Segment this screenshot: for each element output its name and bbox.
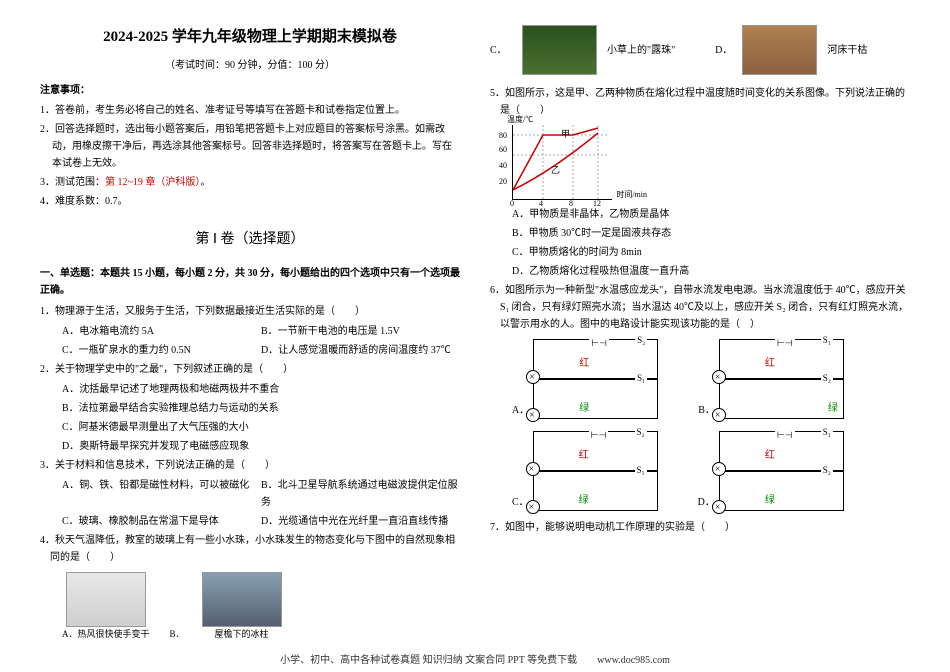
q1-opt-b: B．一节新干电池的电压是 1.5V (261, 323, 460, 340)
left-column: 2024-2025 学年九年级物理上学期期末模拟卷 （考试时间：90 分钟，分值… (40, 25, 460, 620)
q3-opt-b: B．北斗卫星导航系统通过电磁波提供定位服务 (261, 477, 460, 511)
q2-opt-a: A．沈括最早记述了地理两极和地磁两极并不重合 (40, 381, 460, 398)
q4-opt-a: A．热风很快使手变干 (62, 572, 150, 642)
exam-subtitle: （考试时间：90 分钟，分值：100 分） (40, 57, 460, 74)
dry-riverbed-image (742, 25, 817, 75)
part-1-header: 一、单选题：本题共 15 小题，每小题 2 分，共 30 分，每小题给出的四个选… (40, 265, 460, 299)
hand-dryer-image (66, 572, 146, 627)
q2-opt-d: D．奥斯特最早探究并发现了电磁感应现象 (40, 438, 460, 455)
q5-opt-d: D．乙物质熔化过程吸热但温度一直升高 (490, 263, 910, 280)
q6-stem: 6．如图所示为一种新型"水温感应龙头"，自带水流发电电源。当水流温度低于 40℃… (490, 282, 910, 333)
q1-stem: 1．物理源于生活，又服务于生活，下列数据最接近生活实际的是（ ） (40, 303, 460, 320)
circuit-b: ⊢⊣ S₁ S₂ 红 绿 (719, 339, 844, 419)
q7-stem: 7．如图中，能够说明电动机工作原理的实验是（ ） (490, 519, 910, 536)
notice-item: 2．回答选择题时，选出每小题答案后，用铅笔把答题卡上对应题目的答案标号涂黑。如需… (40, 121, 460, 172)
right-column: C． 小草上的"露珠" D． 河床干枯 5．如图所示，这是甲、乙两种物质在熔化过… (490, 25, 910, 620)
q1-opt-a: A．电冰箱电流约 5A (62, 323, 261, 340)
circuit-a: ⊢⊣ S₂ S₁ 红 绿 (533, 339, 658, 419)
q5-stem: 5．如图所示，这是甲、乙两种物质在熔化过程中温度随时间变化的关系图像。下列说法正… (490, 85, 910, 119)
q3-opt-a: A．铜、铁、铅都是磁性材料，可以被磁化 (62, 477, 261, 511)
scope-highlight: 第 12~19 章（沪科版） (105, 177, 200, 188)
notice-item: 4．难度系数：0.7。 (40, 193, 460, 210)
q1-opt-d: D．让人感觉温暖而舒适的房间温度约 37℃ (261, 342, 460, 359)
circuit-options: A． ⊢⊣ S₂ S₁ 红 绿 B． ⊢⊣ S₁ S₂ (490, 339, 910, 511)
q4-opt-c-cap: 小草上的"露珠" (607, 42, 675, 59)
notice-item: 3．测试范围：第 12~19 章（沪科版）。 (40, 174, 460, 191)
circuit-d: ⊢⊣ S₁ S₂ 红 绿 (719, 431, 844, 511)
melting-chart: 温度/℃ 时间/min 80 60 40 20 0 4 8 12 甲 乙 (512, 125, 612, 200)
q1-opt-c: C．一瓶矿泉水的重力约 0.5N (62, 342, 261, 359)
q2-opt-b: B．法拉第最早结合实验推理总结力与运动的关系 (40, 400, 460, 417)
q2-stem: 2．关于物理学史中的"之最"，下列叙述正确的是（ ） (40, 361, 460, 378)
q3-stem: 3．关于材料和信息技术，下列说法正确的是（ ） (40, 457, 460, 474)
notice-item: 1．答卷前，考生务必将自己的姓名、准考证号等填写在答题卡和试卷指定位置上。 (40, 102, 460, 119)
q4-stem: 4．秋天气温降低，教室的玻璃上有一些小水珠，小水珠发生的物态变化与下图中的自然现… (40, 532, 460, 566)
q3-opt-c: C．玻璃、橡胶制品在常温下是导体 (62, 513, 261, 530)
section-1-heading: 第 Ⅰ 卷（选择题） (40, 228, 460, 252)
q5-opt-a: A．甲物质是非晶体，乙物质是晶体 (490, 206, 910, 223)
q2-opt-c: C．阿基米德最早测量出了大气压强的大小 (40, 419, 460, 436)
circuit-c: ⊢⊣ S₂ S₁ 红 绿 (533, 431, 658, 511)
q3-opt-d: D．光缆通信中光在光纤里一直沿直线传播 (261, 513, 460, 530)
q5-opt-b: B．甲物质 30℃时一定是固液共存态 (490, 225, 910, 242)
icicle-image (202, 572, 282, 627)
q5-opt-c: C．甲物质熔化的时间为 8min (490, 244, 910, 261)
page-footer: 小学、初中、高中各种试卷真题 知识归纳 文案合同 PPT 等免费下载 www.d… (0, 651, 950, 666)
exam-title: 2024-2025 学年九年级物理上学期期末模拟卷 (40, 25, 460, 51)
q4-opt-b: 屋檐下的冰柱 (202, 572, 282, 642)
notice-heading: 注意事项： (40, 82, 460, 99)
dew-image (522, 25, 597, 75)
q4-opt-d-cap: 河床干枯 (827, 42, 867, 59)
